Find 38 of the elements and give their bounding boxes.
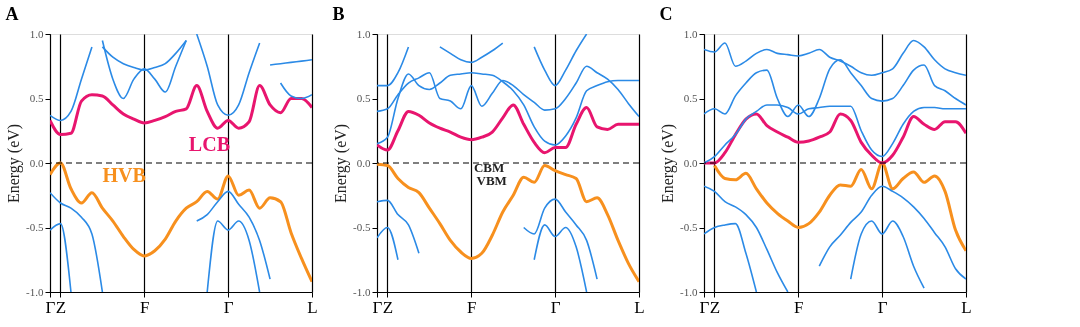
y-axis-title: Energy (eV)	[659, 123, 678, 204]
x-tick-label: Γ	[699, 297, 710, 317]
chart-title: B	[332, 4, 345, 24]
x-tick-label: L	[634, 297, 645, 317]
annotation: VBM	[476, 173, 507, 189]
x-tick-label: Γ	[223, 297, 234, 317]
x-tick-label: Γ	[550, 297, 561, 317]
x-tick-label: Γ	[372, 297, 383, 317]
y-tick-label: 0.5	[29, 92, 44, 104]
y-tick-label: -0.5	[680, 221, 698, 233]
y-axis-title: Energy (eV)	[332, 123, 351, 204]
x-tick-label: Z	[55, 297, 67, 317]
y-tick-label: 0.5	[356, 92, 371, 104]
y-tick-label: -0.5	[26, 221, 44, 233]
x-tick-label: Γ	[45, 297, 56, 317]
y-tick-label: 0.0	[29, 156, 44, 169]
y-tick-label: -1.0	[353, 285, 371, 298]
x-tick-label: L	[307, 297, 318, 317]
y-tick-label: -1.0	[680, 285, 698, 298]
y-tick-label: 0.0	[683, 156, 698, 169]
x-tick-label: Γ	[877, 297, 888, 317]
x-tick-label: F	[467, 297, 477, 317]
x-tick-label: F	[140, 297, 150, 317]
annotation: CBM	[473, 160, 505, 176]
chart-title: C	[659, 4, 673, 24]
y-tick-label: 1.0	[356, 27, 371, 40]
y-tick-label: 1.0	[29, 27, 44, 40]
y-tick-label: 1.0	[683, 27, 698, 40]
y-axis-title: Energy (eV)	[5, 123, 24, 204]
y-tick-label: 0.5	[683, 92, 698, 104]
x-tick-label: Z	[382, 297, 394, 317]
chart-title: A	[5, 4, 19, 24]
x-tick-label: Z	[709, 297, 721, 317]
y-tick-label: -0.5	[353, 221, 371, 233]
x-tick-label: F	[794, 297, 804, 317]
x-tick-label: L	[961, 297, 972, 317]
y-tick-label: 0.0	[356, 156, 371, 169]
y-tick-label: -1.0	[26, 285, 44, 298]
